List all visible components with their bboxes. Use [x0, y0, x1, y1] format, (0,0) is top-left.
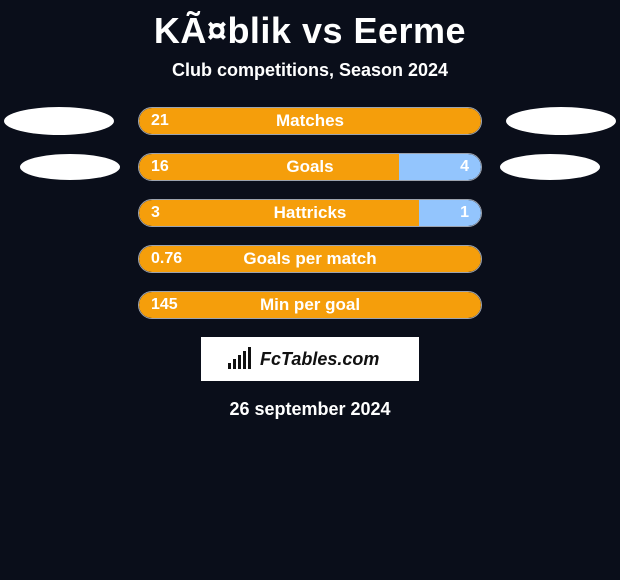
stat-label: Matches: [139, 111, 481, 131]
stat-bar: 16 Goals 4: [138, 153, 482, 181]
brand-logo-box: FcTables.com: [201, 337, 419, 381]
date-text: 26 september 2024: [0, 399, 620, 420]
ellipse-decor-left: [4, 107, 114, 135]
subtitle-text: Club competitions, Season 2024: [0, 60, 620, 81]
stat-row-hattricks: 3 Hattricks 1: [0, 199, 620, 227]
stat-value-right: 1: [460, 204, 469, 222]
brand-text: FcTables.com: [260, 349, 379, 369]
stat-bar: 3 Hattricks 1: [138, 199, 482, 227]
stat-label: Min per goal: [139, 295, 481, 315]
stat-value-right: 4: [460, 158, 469, 176]
page-title: KÃ¤blik vs Eerme: [0, 0, 620, 52]
stat-row-goals: 16 Goals 4: [0, 153, 620, 181]
stat-label: Goals: [139, 157, 481, 177]
stat-row-mpg: 145 Min per goal: [0, 291, 620, 319]
stat-row-gpm: 0.76 Goals per match: [0, 245, 620, 273]
stat-row-matches: 21 Matches: [0, 107, 620, 135]
ellipse-decor-right: [506, 107, 616, 135]
stat-bar: 21 Matches: [138, 107, 482, 135]
title-text: KÃ¤blik vs Eerme: [0, 10, 620, 52]
stats-chart: 21 Matches 16 Goals 4 3 Hattricks 1: [0, 107, 620, 420]
stat-label: Goals per match: [139, 249, 481, 269]
ellipse-decor-right: [500, 154, 600, 180]
fctables-logo-icon: FcTables.com: [220, 344, 400, 374]
stat-bar: 0.76 Goals per match: [138, 245, 482, 273]
ellipse-decor-left: [20, 154, 120, 180]
stat-label: Hattricks: [139, 203, 481, 223]
stat-bar: 145 Min per goal: [138, 291, 482, 319]
